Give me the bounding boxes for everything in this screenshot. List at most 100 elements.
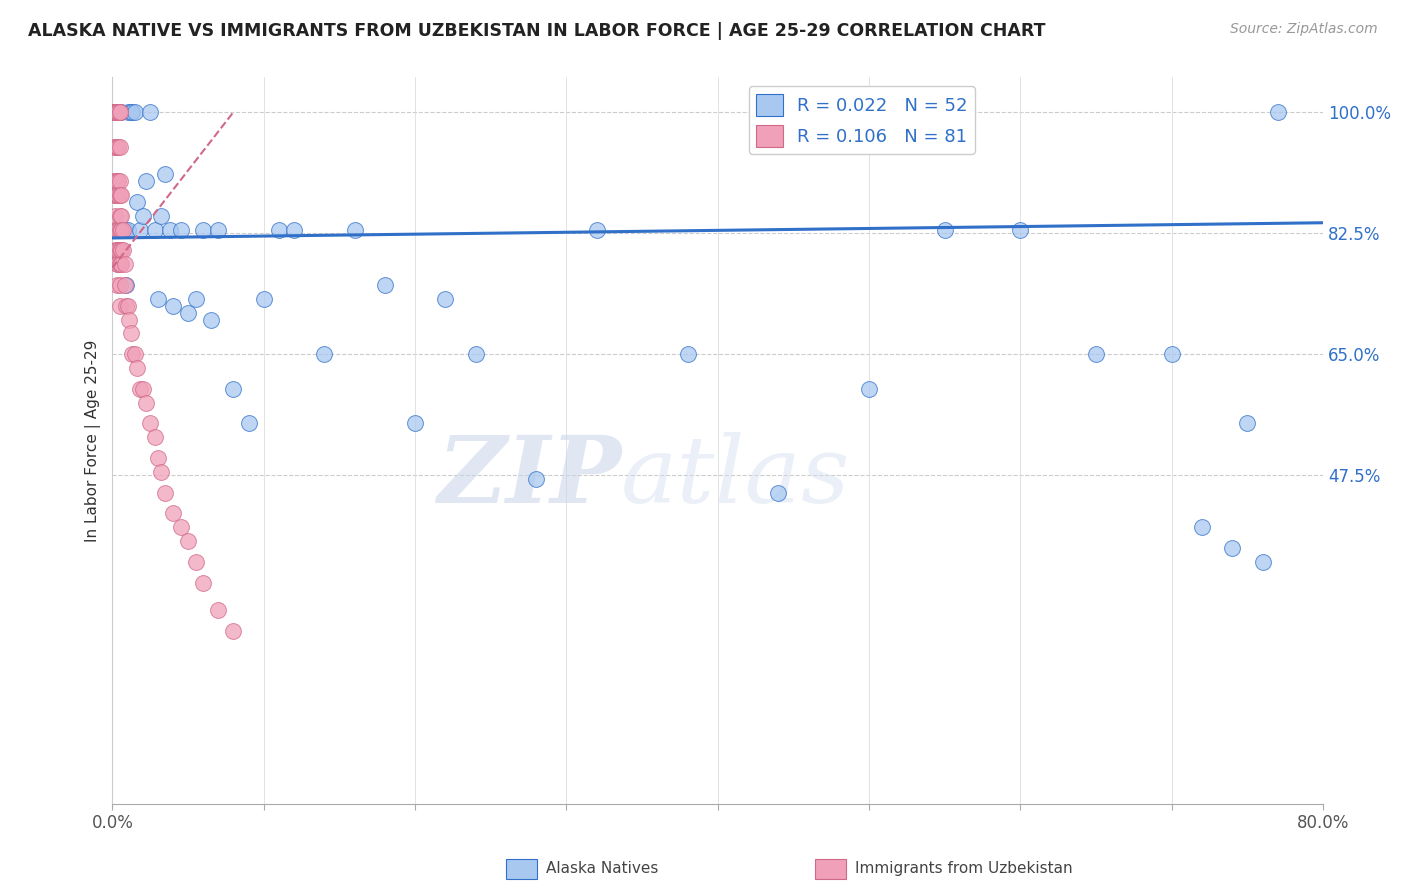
Point: [149, 465, 172, 479]
Point: [104, 105, 127, 120]
Point: [103, 139, 125, 153]
Point: [108, 257, 131, 271]
Point: [143, 222, 166, 236]
Point: [104, 105, 127, 120]
Point: [139, 417, 162, 431]
Point: [193, 222, 215, 236]
Point: [131, 209, 153, 223]
Point: [768, 485, 790, 500]
Point: [117, 299, 139, 313]
Point: [314, 347, 336, 361]
Point: [149, 209, 172, 223]
Point: [108, 209, 131, 223]
Point: [146, 450, 169, 465]
Point: [124, 105, 146, 120]
Point: [105, 257, 128, 271]
Point: [104, 105, 127, 120]
Point: [120, 105, 142, 120]
Point: [139, 105, 162, 120]
Point: [464, 347, 486, 361]
Point: [110, 105, 132, 120]
Point: [108, 188, 131, 202]
Point: [184, 555, 207, 569]
Point: [110, 257, 132, 271]
Point: [107, 139, 129, 153]
Point: [103, 105, 125, 120]
Point: [253, 292, 276, 306]
Point: [110, 244, 132, 258]
Point: [125, 361, 148, 376]
Point: [155, 167, 177, 181]
Point: [105, 174, 128, 188]
Point: [108, 105, 131, 120]
Point: [934, 222, 956, 236]
Point: [124, 347, 146, 361]
Text: Source: ZipAtlas.com: Source: ZipAtlas.com: [1230, 22, 1378, 37]
Point: [103, 188, 125, 202]
Point: [103, 105, 125, 120]
Point: [222, 624, 245, 638]
Point: [103, 105, 125, 120]
Point: [1236, 417, 1258, 431]
Point: [135, 174, 157, 188]
Point: [110, 222, 132, 236]
Point: [177, 534, 200, 549]
Point: [104, 222, 127, 236]
Point: [105, 188, 128, 202]
Point: [103, 105, 125, 120]
Point: [104, 139, 127, 153]
Point: [374, 278, 396, 293]
Point: [108, 244, 131, 258]
Point: [104, 209, 127, 223]
Point: [169, 222, 191, 236]
Point: [117, 105, 139, 120]
Point: [117, 222, 139, 236]
Point: [104, 105, 127, 120]
Point: [105, 105, 128, 120]
Point: [159, 222, 181, 236]
Point: [585, 222, 607, 236]
Point: [104, 174, 127, 188]
Text: Immigrants from Uzbekistan: Immigrants from Uzbekistan: [855, 862, 1073, 876]
Point: [524, 472, 547, 486]
Point: [676, 347, 699, 361]
Point: [184, 292, 207, 306]
Point: [193, 575, 215, 590]
Point: [238, 417, 260, 431]
Point: [128, 382, 150, 396]
Point: [103, 105, 125, 120]
Point: [155, 485, 177, 500]
Point: [120, 326, 142, 341]
Point: [111, 222, 134, 236]
Point: [1085, 347, 1108, 361]
Point: [1220, 541, 1243, 555]
Point: [343, 222, 366, 236]
Point: [114, 222, 136, 236]
Point: [125, 194, 148, 209]
Point: [267, 222, 290, 236]
Point: [128, 222, 150, 236]
Point: [103, 105, 125, 120]
Point: [104, 188, 127, 202]
Point: [110, 209, 132, 223]
Point: [111, 244, 134, 258]
Point: [111, 222, 134, 236]
Point: [169, 520, 191, 534]
Point: [162, 299, 184, 313]
Point: [103, 105, 125, 120]
Text: ALASKA NATIVE VS IMMIGRANTS FROM UZBEKISTAN IN LABOR FORCE | AGE 25-29 CORRELATI: ALASKA NATIVE VS IMMIGRANTS FROM UZBEKIS…: [28, 22, 1046, 40]
Point: [283, 222, 305, 236]
Point: [104, 244, 127, 258]
Point: [162, 507, 184, 521]
Point: [103, 105, 125, 120]
Point: [105, 105, 128, 120]
Point: [108, 139, 131, 153]
Point: [404, 417, 426, 431]
Point: [104, 105, 127, 120]
Point: [1191, 520, 1213, 534]
Point: [108, 299, 131, 313]
Point: [115, 278, 138, 293]
Point: [114, 257, 136, 271]
Point: [105, 139, 128, 153]
Point: [1010, 222, 1032, 236]
